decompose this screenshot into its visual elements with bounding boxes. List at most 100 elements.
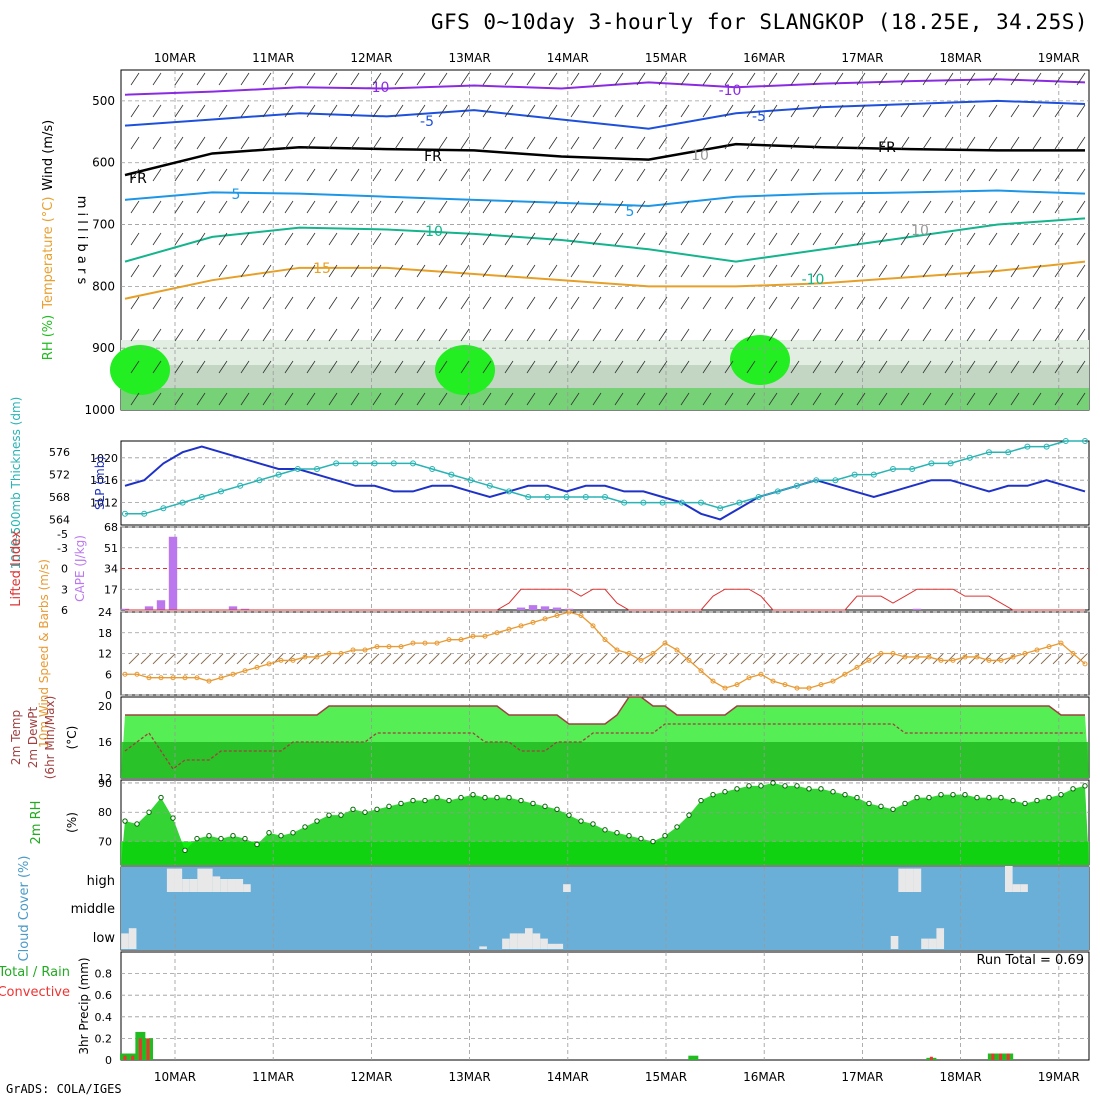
wind-barb <box>218 296 228 310</box>
wind-barb <box>482 104 492 118</box>
wind-barb <box>702 168 712 182</box>
thickness-point <box>275 471 282 478</box>
rh-point <box>578 818 584 824</box>
temp-units: (°C) <box>65 726 79 750</box>
wind-barb <box>174 232 184 246</box>
wind-barb <box>900 264 910 278</box>
wind-barb <box>570 200 580 214</box>
bottom-date-label: 19MAR <box>1038 1070 1080 1084</box>
rh-point <box>962 791 968 798</box>
wind-barb <box>856 264 866 278</box>
wind-barb <box>900 104 910 118</box>
wind-speed-point <box>830 678 836 684</box>
rh-point <box>422 797 428 804</box>
wind-barb <box>350 72 360 86</box>
isotherm-label: 5 <box>626 204 635 220</box>
surface-wind-barb <box>512 653 524 665</box>
wind-barb <box>218 392 228 406</box>
wind-barb <box>966 264 976 278</box>
wind-speed-point <box>446 637 452 643</box>
rh-point <box>542 803 548 810</box>
thickness-point <box>544 494 551 500</box>
wind-barb <box>262 328 272 342</box>
wind-barb <box>900 136 910 150</box>
wind-barb <box>306 264 316 278</box>
rh-point <box>350 806 356 813</box>
wind-barb <box>570 168 580 182</box>
rh-point <box>278 832 284 839</box>
wind-barb <box>1032 296 1042 310</box>
wind-barb <box>570 136 580 150</box>
wind-barb <box>1010 104 1020 118</box>
wind-barb <box>570 328 580 342</box>
rh-point <box>830 789 836 795</box>
wind-speed-point <box>950 657 956 663</box>
wind-barb <box>394 360 404 374</box>
wind-barb <box>658 296 668 310</box>
wind-barb <box>592 264 602 278</box>
thickness-point <box>640 499 647 506</box>
wind-barb <box>1076 136 1086 150</box>
thickness-point <box>1082 438 1088 444</box>
wind-barb <box>922 72 932 86</box>
wind-barb <box>988 136 998 150</box>
surface-wind-barb <box>140 653 152 665</box>
surface-wind-barb <box>524 653 536 665</box>
thickness-point <box>371 460 378 467</box>
wind-barb <box>394 392 404 406</box>
wind-barb <box>328 136 338 150</box>
rh-point <box>518 797 524 804</box>
wind-barb <box>680 168 690 182</box>
surface-wind-barb <box>380 653 392 665</box>
cape-bar <box>528 605 538 610</box>
wind-barb <box>680 200 690 214</box>
rh-point <box>230 832 236 839</box>
top-date-label: 10MAR <box>154 51 196 65</box>
wind-barb <box>1076 168 1086 182</box>
rh-point <box>614 830 620 836</box>
rh-shade-core <box>110 345 170 395</box>
temp-tick-label: 12 <box>98 772 112 785</box>
surface-wind-barb <box>236 653 248 665</box>
wind-barb <box>372 232 382 246</box>
isotherm-line <box>124 78 1086 96</box>
wind-barb <box>812 200 822 214</box>
wind-barb <box>130 328 140 342</box>
wind-barb <box>174 72 184 86</box>
wind-barb <box>702 72 712 86</box>
wind-barb <box>526 264 536 278</box>
wind-barb <box>636 136 646 150</box>
wind-barb <box>812 392 822 406</box>
wind-barb <box>856 136 866 150</box>
temp-line <box>125 696 1085 725</box>
cape-bar <box>144 606 154 610</box>
wind-barb <box>262 264 272 278</box>
wind-barb <box>1076 200 1086 214</box>
wind-barb <box>394 168 404 182</box>
isotherm-label: 10 <box>425 224 443 240</box>
wind-barb <box>944 104 954 118</box>
wind-speed-point <box>506 626 512 632</box>
wind-barb <box>306 392 316 406</box>
upper-air-units: m i l l i b a r s <box>74 196 89 285</box>
wind-speed-point <box>566 609 572 615</box>
wind-barb <box>526 328 536 342</box>
wind-barb <box>790 328 800 342</box>
precip-tick-label: 0.6 <box>95 989 113 1002</box>
wind-barb <box>1076 360 1086 374</box>
rh-point <box>674 824 680 830</box>
rh-point <box>326 812 332 818</box>
wind-tick-label: 12 <box>98 648 112 661</box>
wind-barb <box>614 296 624 310</box>
wind-barb <box>922 104 932 118</box>
rh-point <box>146 809 152 815</box>
wind-barb <box>900 328 910 342</box>
li-tick-label: -5 <box>57 528 68 541</box>
rh-point <box>950 791 956 798</box>
wind-barb <box>350 296 360 310</box>
rh-panel: 70 80 90 2m RH (%) <box>29 777 1089 865</box>
wind-barb <box>350 200 360 214</box>
wind-barb <box>152 360 162 374</box>
rh-point <box>458 794 464 801</box>
wind-barb <box>812 264 822 278</box>
